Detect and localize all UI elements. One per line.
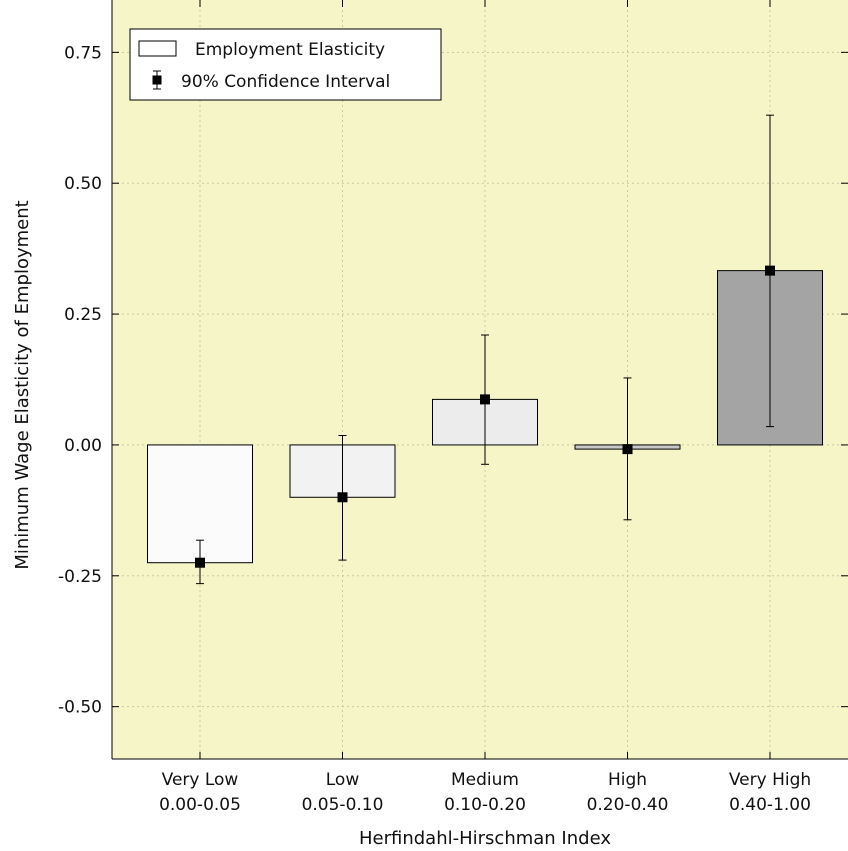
legend-bar-swatch — [138, 40, 177, 57]
x-tick-label: High — [608, 770, 647, 790]
y-tick-label: 0.50 — [64, 174, 102, 194]
legend: Employment Elasticity 90% Confidence Int… — [129, 28, 442, 101]
x-tick-range-label: 0.20-0.40 — [587, 795, 669, 815]
x-tick-range-label: 0.05-0.10 — [302, 795, 384, 815]
point-estimate-marker — [622, 444, 633, 455]
y-tick-label: 0.25 — [64, 305, 102, 325]
axes — [111, 0, 848, 760]
y-tick-label: -0.50 — [58, 698, 102, 718]
legend-label-ci: 90% Confidence Interval — [181, 72, 390, 92]
x-tick-label: Medium — [451, 770, 519, 790]
y-tick-label: 0.75 — [64, 43, 102, 63]
legend-ci-marker — [152, 75, 162, 85]
legend-box — [129, 28, 442, 101]
x-tick-range-label: 0.10-0.20 — [444, 795, 526, 815]
x-axis-title: Herfindahl-Hirschman Index — [359, 828, 611, 849]
x-ticks: Very Low 0.00-0.05 Low 0.05-0.10 Medium 0.10-… — [159, 0, 811, 815]
legend-label-elasticity: Employment Elasticity — [195, 40, 385, 60]
y-ticks: 0.75 0.50 0.25 0.00 -0.25 -0.50 — [58, 43, 848, 718]
y-tick-label: 0.00 — [64, 436, 102, 456]
point-estimate-marker — [765, 265, 775, 276]
x-tick-range-label: 0.40-1.00 — [729, 795, 811, 815]
x-tick-range-label: 0.00-0.05 — [159, 795, 241, 815]
x-tick-label: Very High — [729, 770, 811, 790]
point-estimate-marker — [480, 394, 490, 405]
error-bars — [195, 114, 775, 585]
point-estimate-marker — [337, 492, 348, 503]
point-estimate-marker — [195, 557, 205, 568]
x-tick-label: Low — [326, 770, 360, 790]
bars — [147, 270, 823, 564]
x-tick-label: Very Low — [162, 770, 239, 790]
y-axis-title: Minimum Wage Elasticity of Employment — [12, 200, 33, 569]
y-tick-label: -0.25 — [58, 567, 102, 587]
